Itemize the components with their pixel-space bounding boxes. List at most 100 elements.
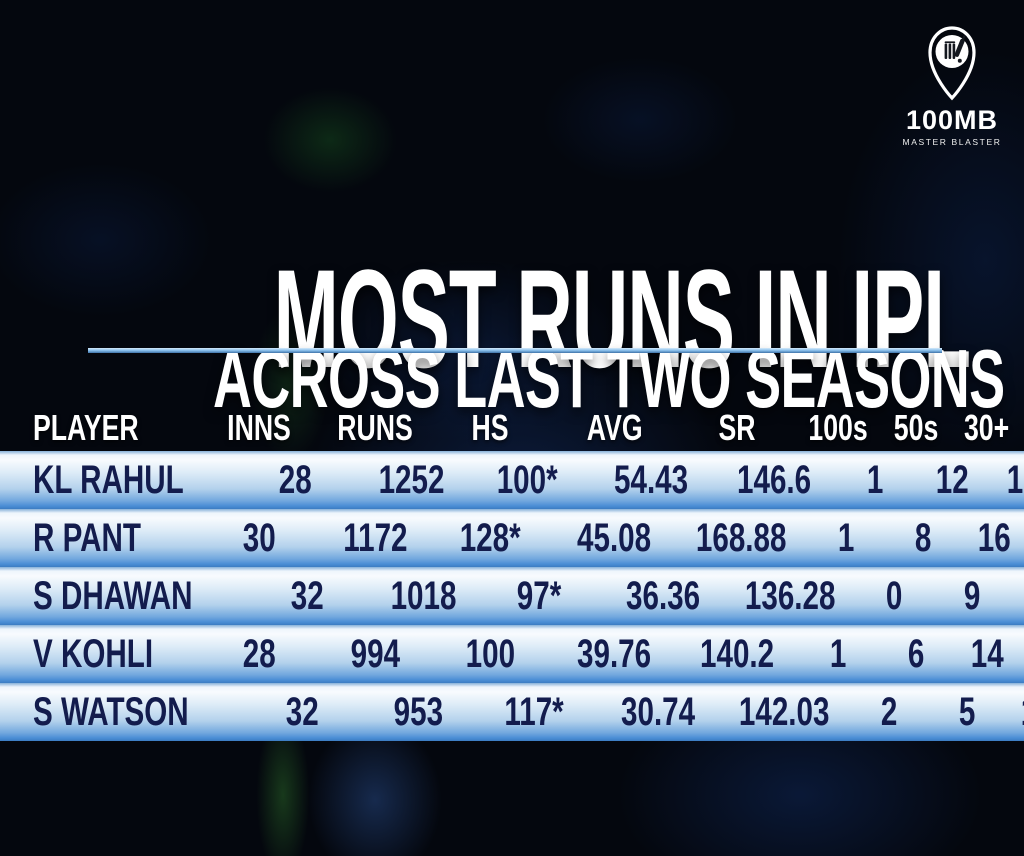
- table-cell-avg: 36.36: [598, 567, 729, 625]
- table-cell-30: 12: [1001, 683, 1024, 741]
- column-header-30: 30+: [950, 404, 1024, 452]
- table-cell-player-label: R PANT: [33, 515, 141, 560]
- table-cell-100s-label: 2: [880, 689, 898, 734]
- table-cell-30: 16: [957, 509, 1024, 567]
- table-cell-runs: 953: [361, 683, 475, 741]
- table-cell-100s-label: 1: [837, 515, 855, 560]
- table-cell-runs-label: 1172: [342, 515, 408, 560]
- table-row-s-dhawan: S DHAWAN 32 1018 97* 36.36 136.28 0 9 15: [0, 567, 1024, 625]
- table-cell-50s: 6: [882, 625, 950, 683]
- table-cell-runs: 1172: [318, 509, 432, 567]
- table-cell-sr: 136.28: [729, 567, 851, 625]
- table-cell-30-label: 17: [1007, 457, 1024, 502]
- table-cell-50s-label: 6: [907, 631, 925, 676]
- table-cell-hs: 97*: [481, 567, 598, 625]
- table-cell-inns: 32: [249, 567, 367, 625]
- table-cell-inns: 30: [200, 509, 318, 567]
- table-cell-sr-label: 140.2: [700, 631, 775, 676]
- table-cell-inns: 28: [237, 451, 355, 509]
- table-cell-30-label: 12: [1021, 690, 1024, 735]
- table-cell-inns-label: 32: [291, 573, 325, 618]
- table-cell-inns-label: 30: [242, 515, 276, 560]
- column-header-player: PLAYER: [0, 404, 200, 452]
- table-cell-sr: 146.6: [717, 451, 832, 509]
- table-cell-hs-label: 100*: [496, 457, 558, 502]
- table-cell-sr: 168.88: [680, 509, 802, 567]
- table-cell-player-label: KL RAHUL: [33, 457, 184, 502]
- table-cell-30-label: 14: [970, 631, 1004, 676]
- column-header-hs-label: HS: [471, 407, 509, 448]
- table-cell-sr-label: 168.88: [695, 515, 787, 560]
- brand-logo: 100MB MASTER BLASTER: [872, 24, 1024, 147]
- brand-name: 100MB: [905, 105, 999, 135]
- map-pin-cricket-icon: [928, 26, 976, 101]
- table-cell-runs: 1252: [355, 451, 469, 509]
- column-header-50s: 50s: [882, 404, 950, 452]
- table-cell-runs-label: 953: [393, 689, 444, 734]
- column-header-runs-label: RUNS: [337, 407, 413, 448]
- table-cell-sr-label: 142.03: [739, 689, 830, 734]
- table-cell-30: 14: [950, 625, 1024, 683]
- table-cell-100s: 2: [846, 683, 933, 741]
- table-cell-inns-label: 32: [285, 689, 319, 734]
- table-cell-100s: 1: [832, 451, 919, 509]
- column-header-inns: INNS: [200, 404, 318, 452]
- table-cell-avg-label: 54.43: [614, 457, 689, 502]
- table-cell-player: S DHAWAN: [0, 567, 249, 625]
- table-row-kl-rahul: KL RAHUL 28 1252 100* 54.43 146.6 1 12 17: [0, 451, 1024, 509]
- table-cell-sr-label: 146.6: [737, 457, 812, 502]
- table-header-row: PLAYER INNS RUNS HS AVG SR 100s 50s 30+: [0, 404, 1024, 452]
- table-cell-sr-label: 136.28: [744, 573, 836, 618]
- table-cell-runs-label: 1252: [378, 457, 445, 502]
- table-cell-runs-label: 994: [350, 631, 400, 676]
- table-cell-inns-label: 28: [279, 457, 313, 502]
- table-cell-50s-label: 8: [915, 515, 932, 560]
- table-cell-avg: 30.74: [592, 683, 723, 741]
- column-header-avg: AVG: [549, 404, 680, 452]
- table-cell-50s: 5: [933, 683, 1001, 741]
- table-cell-inns: 32: [243, 683, 361, 741]
- table-cell-hs-label: 117*: [504, 689, 564, 734]
- table-cell-hs: 100*: [469, 451, 586, 509]
- table-row-v-kohli: V KOHLI 28 994 100 39.76 140.2 1 6 14: [0, 625, 1024, 683]
- table-cell-player-label: S WATSON: [33, 689, 189, 734]
- column-header-30-label: 30+: [964, 407, 1010, 448]
- table-cell-50s-label: 9: [963, 573, 981, 618]
- table-cell-player: R PANT: [0, 509, 200, 567]
- table-cell-runs: 1018: [367, 567, 481, 625]
- column-header-100s-label: 100s: [808, 407, 869, 448]
- table-cell-30: 15: [1006, 567, 1024, 625]
- table-cell-50s-label: 5: [958, 689, 975, 734]
- table-cell-avg-label: 30.74: [620, 689, 695, 734]
- column-header-100s: 100s: [795, 404, 882, 452]
- table-cell-player: S WATSON: [0, 683, 243, 741]
- table-cell-hs: 117*: [475, 683, 592, 741]
- column-header-sr: SR: [680, 404, 795, 452]
- table-cell-100s: 0: [851, 567, 938, 625]
- table-cell-30: 17: [987, 451, 1024, 509]
- table-cell-hs: 100: [432, 625, 549, 683]
- table-row-r-pant: R PANT 30 1172 128* 45.08 168.88 1 8 16: [0, 509, 1024, 567]
- table-cell-avg-label: 45.08: [577, 515, 652, 560]
- table-cell-50s-label: 12: [936, 457, 970, 502]
- table-cell-player-label: S DHAWAN: [33, 573, 193, 618]
- column-header-50s-label: 50s: [893, 407, 939, 448]
- table-cell-player: V KOHLI: [0, 625, 200, 683]
- table-cell-hs: 128*: [432, 509, 549, 567]
- table-cell-100s-label: 0: [886, 573, 903, 618]
- table-cell-100s: 1: [795, 625, 882, 683]
- table-cell-100s-label: 1: [830, 631, 847, 676]
- column-header-sr-label: SR: [718, 407, 756, 448]
- table-cell-30-label: 16: [977, 515, 1011, 560]
- table-cell-hs-label: 128*: [460, 515, 521, 560]
- table-cell-50s: 8: [889, 509, 957, 567]
- brand-tagline: MASTER BLASTER: [902, 137, 1002, 147]
- table-cell-avg: 54.43: [586, 451, 717, 509]
- table-cell-avg-label: 36.36: [626, 573, 701, 618]
- table-cell-player-label: V KOHLI: [33, 631, 154, 676]
- column-header-runs: RUNS: [318, 404, 432, 452]
- table-cell-avg: 45.08: [549, 509, 680, 567]
- page-title: MOST RUNS IN IPL: [0, 248, 1024, 388]
- table-cell-inns: 28: [200, 625, 318, 683]
